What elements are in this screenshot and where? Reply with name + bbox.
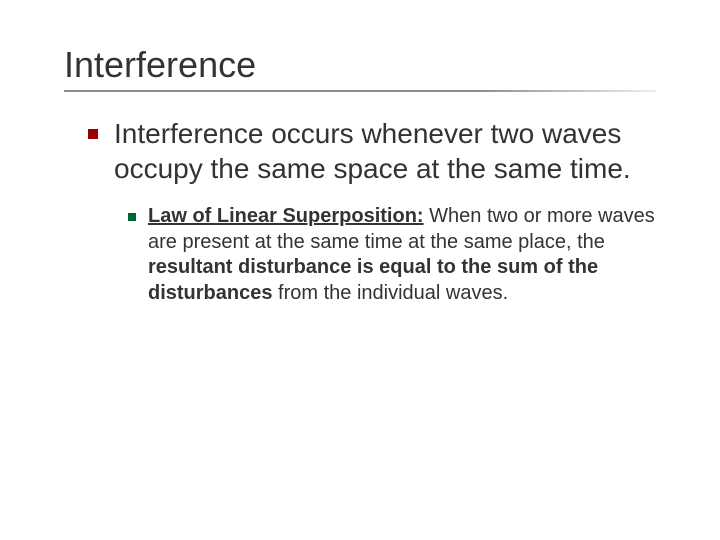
slide: Interference Interference occurs wheneve…: [0, 0, 720, 540]
square-bullet-icon: [128, 213, 136, 221]
square-bullet-icon: [88, 129, 98, 139]
text-segment: from the individual waves.: [272, 282, 508, 304]
bullet-level2-list: Law of Linear Superposition: When two or…: [128, 204, 658, 306]
title-area: Interference: [0, 0, 720, 100]
bullet-level2-item: Law of Linear Superposition: When two or…: [128, 204, 658, 306]
title-underline: [64, 90, 656, 92]
bullet-level1-item: Interference occurs whenever two waves o…: [88, 116, 658, 186]
bullet-level2-text: Law of Linear Superposition: When two or…: [148, 204, 658, 306]
body-area: Interference occurs whenever two waves o…: [0, 100, 720, 306]
law-name: Law of Linear Superposition:: [148, 205, 424, 227]
slide-title: Interference: [64, 44, 656, 86]
bullet-level1-text: Interference occurs whenever two waves o…: [114, 116, 658, 186]
